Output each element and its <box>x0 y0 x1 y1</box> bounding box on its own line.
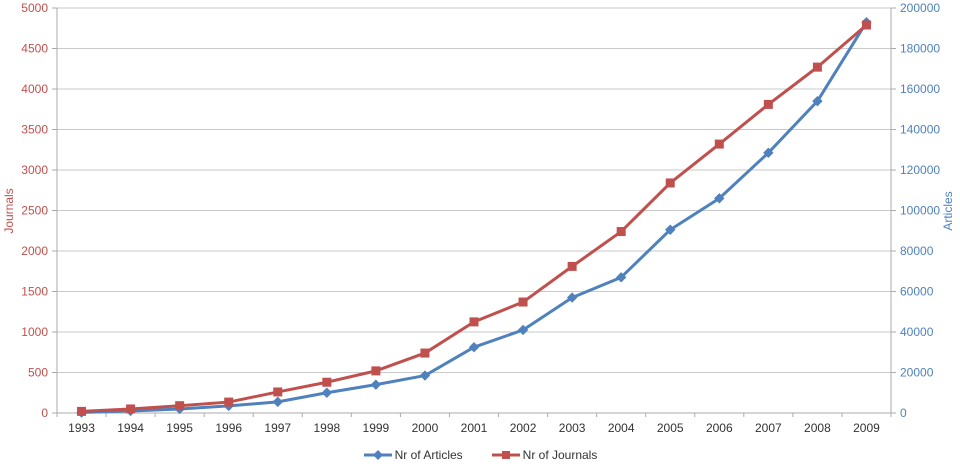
x-axis-tick-label: 2005 <box>657 421 684 435</box>
y-axis-right-tick-label: 100000 <box>900 204 940 218</box>
legend: Nr of Articles Nr of Journals <box>0 446 960 464</box>
x-axis-tick-label: 2000 <box>412 421 439 435</box>
data-point-marker-square <box>616 227 626 237</box>
y-axis-right-tick-label: 80000 <box>900 244 934 258</box>
data-point-marker-diamond <box>665 224 676 235</box>
y-axis-left-tick-label: 2500 <box>21 204 48 218</box>
y-axis-right-tick-label: 0 <box>900 406 907 420</box>
legend-item-articles: Nr of Articles <box>363 448 463 462</box>
x-axis-tick-label: 2008 <box>804 421 831 435</box>
y-axis-right-tick-label: 140000 <box>900 123 940 137</box>
data-point-marker-diamond <box>321 387 333 398</box>
data-point-marker-square <box>273 387 283 397</box>
data-point-marker-square <box>518 297 528 307</box>
x-axis-tick-label: 1993 <box>68 421 95 435</box>
x-axis-tick-label: 2003 <box>559 421 586 435</box>
data-point-marker-square <box>175 401 185 411</box>
data-point-marker-square <box>322 377 332 387</box>
data-point-marker-diamond <box>714 193 725 204</box>
x-axis-tick-label: 1997 <box>264 421 291 435</box>
y-axis-right-tick-label: 40000 <box>900 325 934 339</box>
x-axis-tick-label: 1996 <box>215 421 242 435</box>
data-point-marker-square <box>371 366 381 376</box>
x-axis-tick-label: 2007 <box>755 421 782 435</box>
legend-label-articles: Nr of Articles <box>394 448 463 462</box>
data-point-marker-diamond <box>272 396 283 408</box>
x-axis-tick-label: 2004 <box>608 421 635 435</box>
x-axis-tick-label: 1995 <box>166 421 193 435</box>
y-axis-left-tick-label: 2000 <box>21 244 48 258</box>
series-line-nr-of-articles <box>80 20 868 414</box>
y-axis-right-tick-label: 160000 <box>900 82 940 96</box>
x-axis-tick-label: 1994 <box>117 421 144 435</box>
y-axis-left-tick-label: 1000 <box>21 325 48 339</box>
x-axis-tick-label: 1998 <box>313 421 340 435</box>
y-axis-left-tick-label: 4000 <box>21 82 48 96</box>
data-point-marker-square <box>224 397 234 407</box>
data-point-marker-square <box>812 62 822 72</box>
data-point-marker-diamond <box>812 95 823 107</box>
y-axis-left-tick-label: 3000 <box>21 163 48 177</box>
x-axis-tick-label: 2006 <box>706 421 733 435</box>
data-point-marker-square <box>763 99 773 109</box>
data-point-marker-diamond <box>763 147 774 158</box>
x-axis-tick-label: 1999 <box>363 421 390 435</box>
y-axis-left-tick-label: 3500 <box>21 123 48 137</box>
data-point-marker-square <box>861 20 871 30</box>
y-axis-right-tick-label: 120000 <box>900 163 940 177</box>
series-line-nr-of-journals <box>80 23 868 413</box>
y-axis-left-tick-label: 5000 <box>21 1 48 15</box>
y-axis-left-tick-label: 0 <box>41 406 48 420</box>
journals-legend-marker-icon <box>491 451 520 459</box>
articles-legend-marker-icon <box>363 450 392 460</box>
data-point-marker-square <box>126 404 136 414</box>
y-axis-left-tick-label: 4500 <box>21 42 48 56</box>
y-axis-left-tick-label: 1500 <box>21 285 48 299</box>
x-axis-tick-label: 2009 <box>853 421 880 435</box>
data-point-marker-diamond <box>517 324 529 336</box>
legend-item-journals: Nr of Journals <box>491 448 598 462</box>
x-axis-tick-label: 2002 <box>510 421 537 435</box>
data-point-marker-square <box>77 406 87 416</box>
legend-label-journals: Nr of Journals <box>522 448 598 462</box>
data-point-marker-square <box>714 139 724 149</box>
right-axis-title: Articles <box>941 191 955 231</box>
data-point-marker-square <box>469 317 479 327</box>
left-axis-title: Journals <box>2 188 16 234</box>
data-point-marker-diamond <box>419 370 431 381</box>
data-point-marker-square <box>665 178 675 188</box>
y-axis-right-tick-label: 60000 <box>900 285 934 299</box>
y-axis-right-tick-label: 200000 <box>900 1 940 15</box>
y-axis-left-tick-label: 500 <box>28 366 48 380</box>
x-axis-tick-label: 2001 <box>461 421 488 435</box>
data-point-marker-diamond <box>566 292 578 303</box>
data-point-marker-diamond <box>615 272 627 283</box>
data-point-marker-diamond <box>468 341 480 353</box>
data-point-marker-square <box>567 261 577 271</box>
y-axis-right-tick-label: 20000 <box>900 366 934 380</box>
data-point-marker-square <box>420 348 430 358</box>
y-axis-right-tick-label: 180000 <box>900 42 940 56</box>
data-point-marker-diamond <box>370 379 382 390</box>
